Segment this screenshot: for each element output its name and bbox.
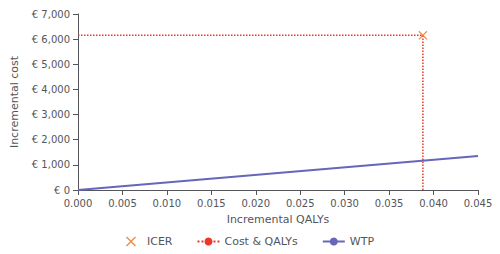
svg-text:0.035: 0.035 (375, 198, 404, 209)
svg-text:ICER: ICER (147, 235, 173, 248)
svg-text:0.010: 0.010 (153, 198, 182, 209)
svg-text:€ 7,000: € 7,000 (32, 9, 70, 20)
svg-text:€ 3,000: € 3,000 (32, 109, 70, 120)
svg-text:0.045: 0.045 (464, 198, 493, 209)
svg-text:€ 2,000: € 2,000 (32, 134, 70, 145)
svg-text:€ 6,000: € 6,000 (32, 34, 70, 45)
svg-text:0.025: 0.025 (286, 198, 315, 209)
svg-text:0.015: 0.015 (197, 198, 226, 209)
svg-text:Cost & QALYs: Cost & QALYs (224, 235, 298, 248)
svg-text:€ 1,000: € 1,000 (32, 159, 70, 170)
svg-text:€ 0: € 0 (54, 185, 70, 196)
svg-text:Incremental QALYs: Incremental QALYs (227, 213, 330, 226)
svg-text:0.000: 0.000 (64, 198, 93, 209)
svg-text:0.020: 0.020 (241, 198, 270, 209)
svg-text:WTP: WTP (350, 235, 375, 248)
svg-text:Incremental cost: Incremental cost (8, 55, 21, 148)
svg-text:0.005: 0.005 (108, 198, 137, 209)
svg-text:0.040: 0.040 (419, 198, 448, 209)
svg-text:€ 4,000: € 4,000 (32, 84, 70, 95)
svg-text:0.030: 0.030 (330, 198, 359, 209)
svg-text:€ 5,000: € 5,000 (32, 59, 70, 70)
